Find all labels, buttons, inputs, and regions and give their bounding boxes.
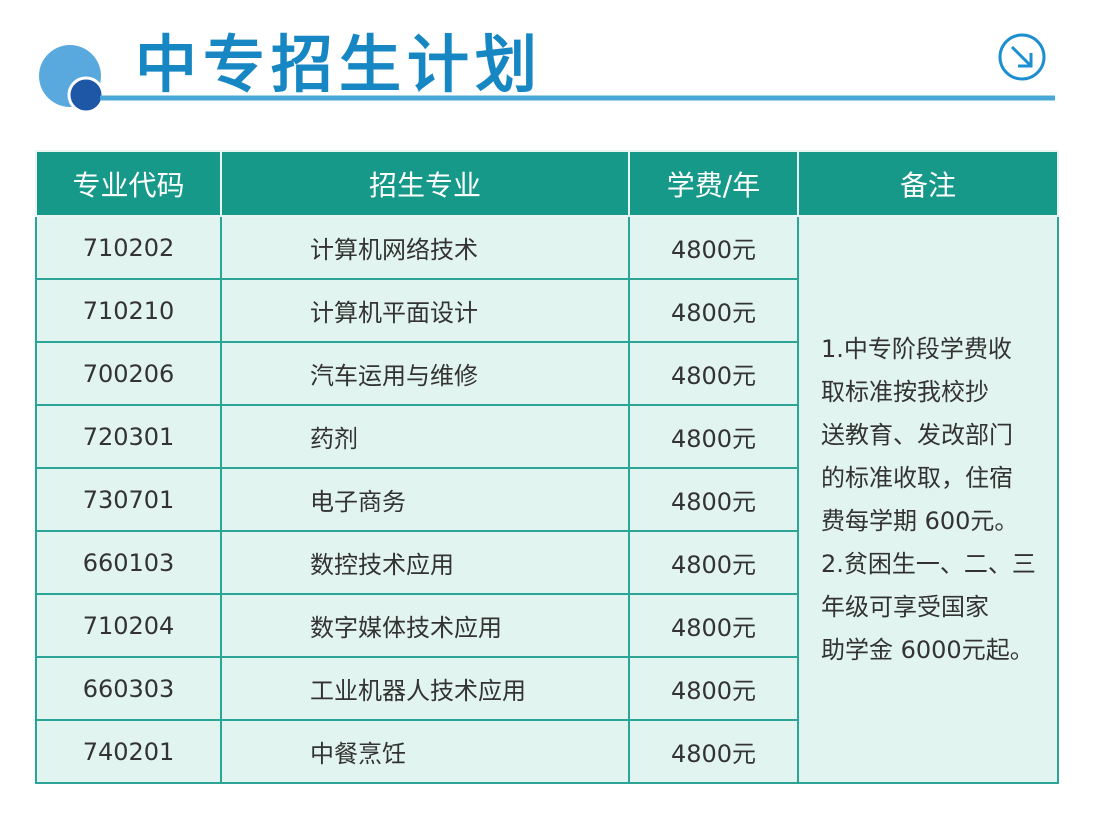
plan-table: 专业代码 招生专业 学费/年 备注 710202 计算机网络技术 4800元 1.中专阶段学… bbox=[35, 150, 1059, 784]
cell: 4800元 bbox=[628, 341, 799, 406]
cell: 710202 bbox=[35, 215, 222, 280]
note-line: 年级可享受国家 bbox=[821, 592, 989, 621]
table-row: 710204 数字媒体技术应用 4800元 bbox=[35, 593, 1058, 658]
cell: 700206 bbox=[35, 341, 222, 406]
cell: 4800元 bbox=[628, 656, 799, 721]
cell: 660303 bbox=[35, 656, 222, 721]
cell: 710210 bbox=[35, 278, 222, 343]
note-line: 取标准按我校抄 bbox=[821, 377, 989, 406]
table-row: 740201 中餐烹饪 4800元 bbox=[35, 719, 1058, 784]
table-row: 700206 汽车运用与维修 4800元 bbox=[35, 341, 1058, 406]
cell: 660103 bbox=[35, 530, 222, 595]
cell: 4800元 bbox=[628, 719, 799, 784]
cell: 720301 bbox=[35, 404, 222, 469]
cell: 4800元 bbox=[628, 215, 799, 280]
cell: 740201 bbox=[35, 719, 222, 784]
table-row: 660303 工业机器人技术应用 4800元 bbox=[35, 656, 1058, 721]
cell: 4800元 bbox=[628, 404, 799, 469]
cell: 730701 bbox=[35, 467, 222, 532]
major-cell: 数控技术应用 bbox=[220, 530, 630, 595]
column-header: 备注 bbox=[797, 150, 1059, 217]
major-cell: 工业机器人技术应用 bbox=[220, 656, 630, 721]
title: 中专招生计划 bbox=[135, 28, 544, 101]
note-line: 助学金 6000元起。 bbox=[821, 635, 1034, 664]
table-row: 730701 电子商务 4800元 bbox=[35, 467, 1058, 532]
cell: 4800元 bbox=[628, 530, 799, 595]
table-row: 720301 药剂 4800元 bbox=[35, 404, 1058, 469]
column-header: 专业代码 bbox=[35, 150, 222, 217]
cell: 710204 bbox=[35, 593, 222, 658]
major-cell: 计算机平面设计 bbox=[220, 278, 630, 343]
header-row: 专业代码 招生专业 学费/年 备注 bbox=[35, 150, 1059, 217]
cell: 4800元 bbox=[628, 278, 799, 343]
column-header: 学费/年 bbox=[628, 150, 799, 217]
table-row: 660103 数控技术应用 4800元 bbox=[35, 530, 1058, 595]
note-line: 1.中专阶段学费收 bbox=[821, 334, 1012, 363]
note-line: 2.贫困生一、二、三 bbox=[821, 549, 1036, 578]
table-row: 710210 计算机平面设计 4800元 bbox=[35, 278, 1058, 343]
table-row: 710202 计算机网络技术 4800元 1.中专阶段学费收 取标准按我校抄 送教育、发改… bbox=[35, 215, 1059, 784]
cell: 4800元 bbox=[628, 593, 799, 658]
major-cell: 数字媒体技术应用 bbox=[220, 593, 630, 658]
major-cell: 药剂 bbox=[220, 404, 630, 469]
note-line: 的标准收取，住宿 bbox=[821, 463, 1013, 492]
major-cell: 汽车运用与维修 bbox=[220, 341, 630, 406]
header-decoration bbox=[39, 33, 1055, 114]
arrow-icon bbox=[1010, 45, 1033, 68]
arrow-icon bbox=[998, 33, 1046, 81]
note-line: 费每学期 600元。 bbox=[821, 506, 1019, 535]
major-cell: 计算机网络技术 bbox=[220, 215, 630, 280]
column-header: 招生专业 bbox=[220, 150, 630, 217]
deco-circle bbox=[67, 76, 105, 114]
major-cell: 电子商务 bbox=[220, 467, 630, 532]
major-cell: 中餐烹饪 bbox=[220, 719, 630, 784]
note-cell: 1.中专阶段学费收 取标准按我校抄 送教育、发改部门 的标准收取，住宿 费每学期 600… bbox=[797, 215, 1059, 784]
note-line: 送教育、发改部门 bbox=[821, 420, 1013, 449]
cell: 4800元 bbox=[628, 467, 799, 532]
